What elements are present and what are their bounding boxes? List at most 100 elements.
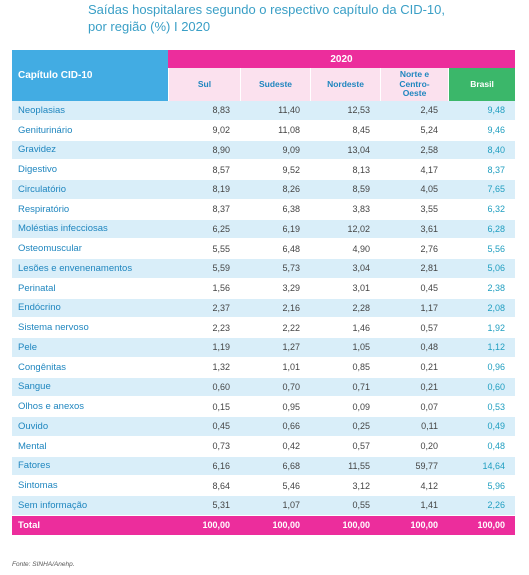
title-line: por região (%) I 2020	[88, 19, 211, 34]
cell-value: 1,05	[310, 338, 380, 358]
row-label: Mental	[12, 436, 168, 457]
cell-value: 12,02	[310, 219, 380, 240]
cell-value: 5,96	[448, 476, 515, 496]
cell-value: 8,83	[168, 101, 240, 121]
cell-value: 2,81	[380, 259, 448, 279]
cell-value: 100,00	[240, 515, 310, 536]
cell-value: 8,57	[168, 160, 240, 180]
corner-header: Capítulo CID-10	[12, 50, 168, 101]
row-label: Olhos e anexos	[12, 397, 168, 417]
cell-value: 8,37	[448, 160, 515, 180]
cell-value: 2,22	[240, 318, 310, 338]
cell-value: 3,04	[310, 259, 380, 279]
cell-value: 8,90	[168, 140, 240, 161]
cell-value: 100,00	[380, 515, 448, 536]
cell-value: 4,90	[310, 239, 380, 259]
cell-value: 5,24	[380, 120, 448, 141]
cell-value: 100,00	[310, 515, 380, 536]
cell-value: 5,06	[448, 259, 515, 279]
row-label: Sistema nervoso	[12, 318, 168, 338]
cell-value: 0,71	[310, 377, 380, 398]
cell-value: 9,52	[240, 160, 310, 180]
cell-value: 1,19	[168, 338, 240, 358]
row-label: Endócrino	[12, 298, 168, 319]
row-label: Sem informação	[12, 496, 168, 516]
row-label: Circulatório	[12, 180, 168, 200]
cell-value: 2,38	[448, 278, 515, 299]
cell-value: 0,20	[380, 436, 448, 457]
cell-value: 0,42	[240, 436, 310, 457]
cell-value: 0,25	[310, 417, 380, 437]
cell-value: 1,12	[448, 338, 515, 358]
cell-value: 8,40	[448, 140, 515, 161]
cell-value: 9,02	[168, 120, 240, 141]
cell-value: 0,45	[380, 278, 448, 299]
cell-value: 59,77	[380, 456, 448, 477]
cell-value: 0,85	[310, 357, 380, 378]
cell-value: 5,55	[168, 239, 240, 259]
cell-value: 0,60	[448, 377, 515, 398]
cell-value: 6,28	[448, 219, 515, 240]
row-label: Fatores	[12, 456, 168, 477]
cell-value: 1,32	[168, 357, 240, 378]
row-label: Ouvido	[12, 417, 168, 437]
cell-value: 0,60	[168, 377, 240, 398]
cell-value: 1,92	[448, 318, 515, 338]
cell-value: 14,64	[448, 456, 515, 477]
cell-value: 6,32	[448, 199, 515, 220]
row-label: Digestivo	[12, 160, 168, 180]
cell-value: 9,46	[448, 120, 515, 141]
cell-value: 8,19	[168, 180, 240, 200]
cell-value: 5,59	[168, 259, 240, 279]
cell-value: 4,17	[380, 160, 448, 180]
cell-value: 3,01	[310, 278, 380, 299]
cell-value: 8,59	[310, 180, 380, 200]
row-label: Sangue	[12, 377, 168, 398]
source: Fonte: SINHA/Anehp.	[12, 561, 75, 568]
cell-value: 0,53	[448, 397, 515, 417]
cell-value: 6,68	[240, 456, 310, 477]
cell-value: 5,73	[240, 259, 310, 279]
cell-value: 0,21	[380, 357, 448, 378]
cell-value: 8,37	[168, 199, 240, 220]
cell-value: 100,00	[168, 515, 240, 536]
column-header: Brasil	[448, 68, 515, 101]
cell-value: 7,65	[448, 180, 515, 200]
cell-value: 0,09	[310, 397, 380, 417]
cell-value: 8,26	[240, 180, 310, 200]
cell-value: 2,23	[168, 318, 240, 338]
cell-value: 4,12	[380, 476, 448, 496]
row-label: Lesões e envenenamentos	[12, 259, 168, 279]
cell-value: 0,96	[448, 357, 515, 378]
row-label: Perinatal	[12, 278, 168, 299]
cell-value: 8,64	[168, 476, 240, 496]
cell-value: 2,28	[310, 298, 380, 319]
cell-value: 4,05	[380, 180, 448, 200]
cell-value: 0,07	[380, 397, 448, 417]
cell-value: 0,49	[448, 417, 515, 437]
cell-value: 5,31	[168, 496, 240, 516]
cell-value: 1,41	[380, 496, 448, 516]
row-label: Geniturinário	[12, 120, 168, 141]
cell-value: 11,40	[240, 101, 310, 121]
cell-value: 0,73	[168, 436, 240, 457]
cell-value: 3,12	[310, 476, 380, 496]
cell-value: 11,55	[310, 456, 380, 477]
cell-value: 0,95	[240, 397, 310, 417]
column-header: Sudeste	[240, 68, 310, 101]
cell-value: 1,01	[240, 357, 310, 378]
cell-value: 2,16	[240, 298, 310, 319]
column-header: Norte e Centro-Oeste	[380, 68, 448, 101]
row-label: Pele	[12, 338, 168, 358]
cell-value: 3,61	[380, 219, 448, 240]
cell-value: 0,48	[448, 436, 515, 457]
cell-value: 0,21	[380, 377, 448, 398]
row-label: Total	[12, 515, 168, 536]
cell-value: 13,04	[310, 140, 380, 161]
cell-value: 0,57	[310, 436, 380, 457]
cell-value: 11,08	[240, 120, 310, 141]
year-header: 2020	[168, 50, 515, 68]
cell-value: 0,15	[168, 397, 240, 417]
title-line: Saídas hospitalares segundo o respectivo…	[88, 2, 445, 17]
cell-value: 2,26	[448, 496, 515, 516]
